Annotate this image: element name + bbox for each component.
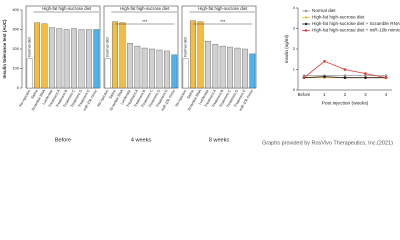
- bar: [249, 53, 256, 89]
- bar: [234, 47, 241, 89]
- panel-label: Before: [55, 137, 71, 143]
- x-tick-label: 2: [344, 92, 347, 97]
- bar: [63, 29, 70, 89]
- bar: [56, 28, 63, 89]
- y-tick-label: 2: [293, 46, 296, 51]
- bar: [127, 43, 133, 89]
- group-label: High-fat high-sucrose diet: [120, 6, 170, 11]
- x-tick-label: Saline: [186, 89, 194, 100]
- panel-label: 4 weeks: [131, 137, 151, 143]
- bar: [86, 29, 92, 89]
- legend-marker: [304, 9, 308, 13]
- y-tick-label: 0: [17, 85, 20, 90]
- legend-label: High-fat high-sucrose diet + Scramble RN…: [312, 21, 400, 26]
- x-tick-label: Saline: [108, 89, 116, 100]
- x-tick-label: Saline: [30, 89, 38, 100]
- reference-label: Normal diet: [184, 36, 188, 56]
- bar: [212, 43, 219, 89]
- significance: ***: [220, 19, 226, 24]
- x-tick-label: 1: [323, 92, 326, 97]
- bar: [78, 29, 85, 89]
- legend-marker: [304, 29, 308, 32]
- group-label: High-fat high-sucrose diet: [198, 6, 248, 11]
- x-tick-label: 3: [364, 92, 367, 97]
- x-tick-label: Luciferase: [42, 89, 54, 105]
- bar: [134, 45, 141, 89]
- bar: [34, 22, 40, 89]
- y-tick-label: 400: [12, 7, 19, 12]
- point: [384, 74, 388, 77]
- y-tick-label: 3: [293, 26, 296, 31]
- significance: ***: [142, 19, 148, 24]
- bar: [190, 20, 196, 89]
- panel-frame: [103, 5, 179, 89]
- y-tick-label: 200: [12, 46, 19, 51]
- footer: Graphs provided by RosVivo Therapeutics,…: [262, 140, 393, 146]
- panel-frame: [25, 5, 101, 89]
- y-axis-label: Insulin tolerance test (AUC): [2, 19, 7, 79]
- point: [302, 76, 306, 79]
- bar: [71, 28, 77, 89]
- y-axis-label: Insulin (ng/ml): [284, 34, 289, 63]
- legend-label: Normal diet: [312, 8, 336, 13]
- bar: [141, 47, 148, 89]
- y-tick-label: 0: [293, 87, 296, 92]
- point: [364, 76, 367, 79]
- bar: [171, 54, 178, 89]
- x-tick-label: 4: [385, 92, 388, 97]
- point: [343, 74, 347, 77]
- reference-label: Normal diet: [28, 36, 32, 56]
- x-axis-label: Post injection (weeks): [322, 100, 369, 106]
- bar: [156, 49, 163, 89]
- x-tick-label: Luciferase: [198, 89, 210, 105]
- bar: [205, 41, 211, 89]
- figure: Graphs provided by RosVivo Therapeutics,…: [2, 5, 400, 146]
- bar: [197, 21, 204, 89]
- bar: [182, 58, 189, 89]
- point: [364, 72, 367, 75]
- group-label: High-fat high-sucrose diet: [42, 6, 92, 11]
- legend-label: High-fat high-sucrose diet: [312, 15, 365, 20]
- bar: [104, 58, 111, 89]
- bar: [26, 58, 33, 89]
- bar: [49, 27, 55, 89]
- point: [323, 60, 326, 63]
- point: [343, 68, 347, 71]
- panel-frame: [181, 5, 257, 89]
- legend-label: High-fat high-sucrose diet + miR-10b mim…: [312, 28, 400, 33]
- point: [384, 76, 388, 79]
- bar: [219, 45, 226, 89]
- point: [323, 75, 326, 78]
- y-tick-label: 1: [293, 67, 296, 72]
- y-tick-label: 100: [12, 66, 19, 71]
- y-tick-label: 300: [12, 27, 19, 32]
- bar: [41, 23, 48, 89]
- legend-marker: [304, 22, 308, 26]
- point: [343, 76, 347, 79]
- x-tick-label: Before: [298, 92, 311, 97]
- x-tick-label: Luciferase: [120, 89, 132, 105]
- point: [302, 74, 306, 77]
- legend-marker: [304, 16, 308, 19]
- bar: [119, 22, 126, 89]
- bar: [93, 29, 100, 89]
- point: [364, 74, 367, 77]
- y-tick-label: 4: [293, 5, 296, 10]
- reference-label: Normal diet: [106, 36, 110, 56]
- bar: [149, 48, 155, 89]
- bar: [112, 21, 118, 89]
- bar: [242, 48, 248, 89]
- panel-label: 8 weeks: [209, 137, 229, 143]
- bar: [164, 50, 170, 89]
- bar: [227, 46, 233, 89]
